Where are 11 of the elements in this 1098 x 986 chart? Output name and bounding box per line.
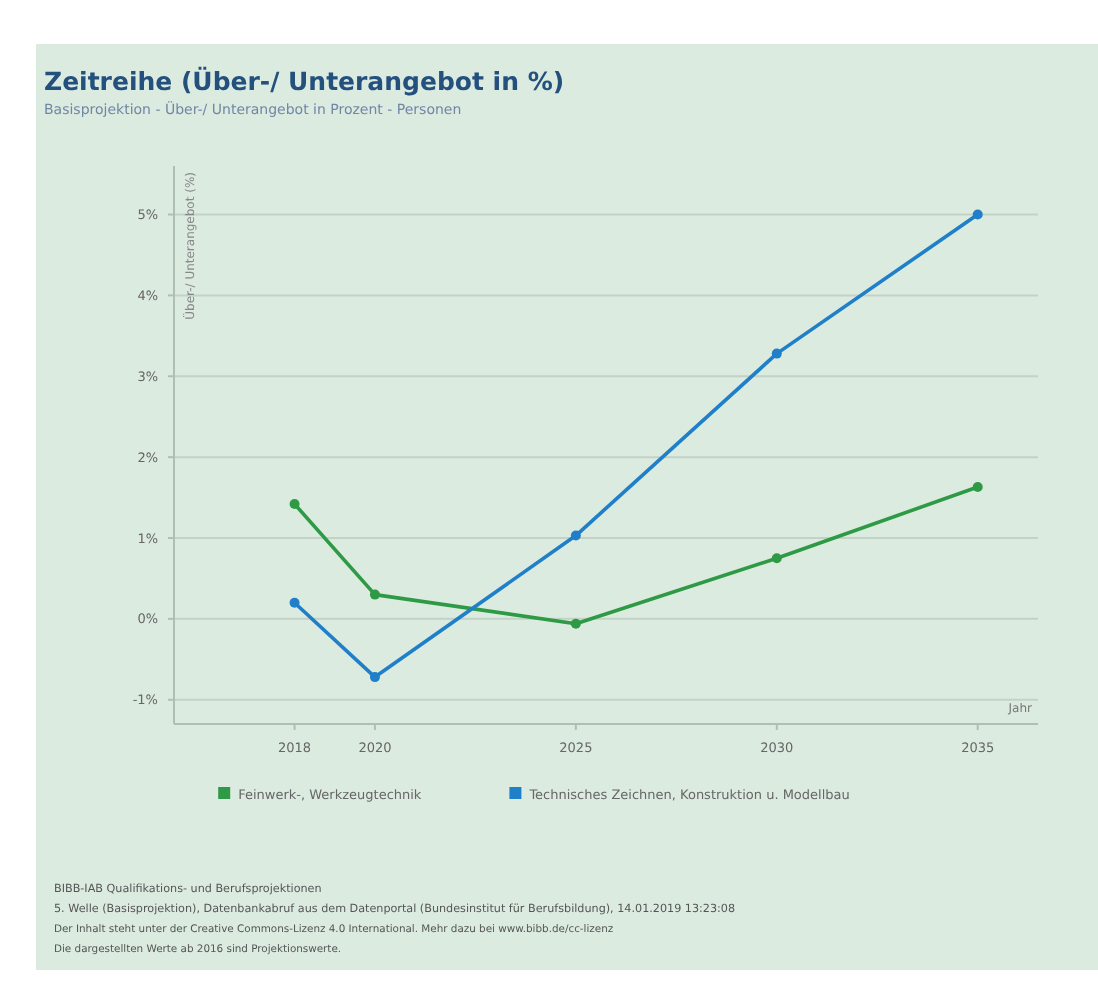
point <box>289 499 300 510</box>
point <box>369 672 380 683</box>
point <box>369 589 380 600</box>
point <box>570 530 581 541</box>
point <box>289 597 300 608</box>
point <box>570 618 581 629</box>
point <box>972 209 983 220</box>
chart-title: Zeitreihe (Über-/ Unterangebot in %) <box>44 66 565 96</box>
point <box>771 553 782 564</box>
point <box>972 482 983 493</box>
point <box>771 348 782 359</box>
